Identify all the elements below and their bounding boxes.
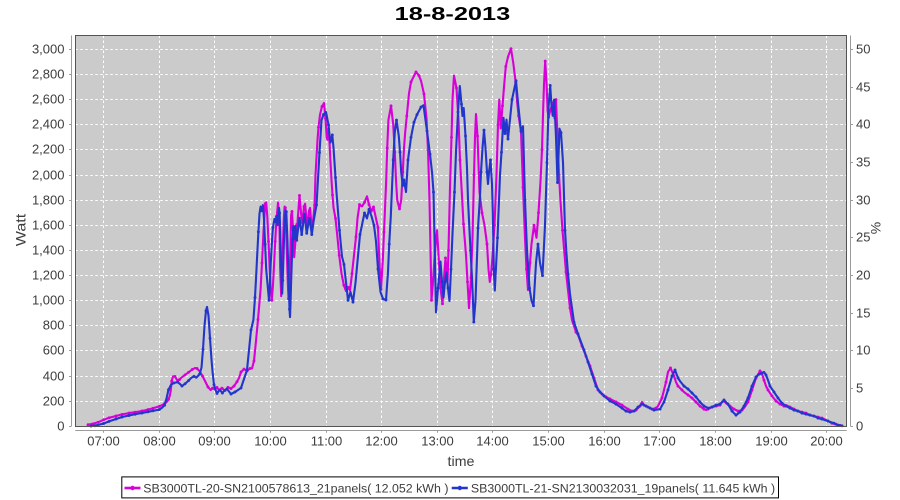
svg-text:2,600: 2,600 <box>32 92 65 107</box>
svg-text:1,800: 1,800 <box>32 193 65 208</box>
svg-text:0: 0 <box>856 419 863 434</box>
svg-text:1,000: 1,000 <box>32 293 65 308</box>
svg-text:07:00: 07:00 <box>87 434 120 449</box>
svg-text:14:00: 14:00 <box>476 434 509 449</box>
svg-text:400: 400 <box>43 369 65 384</box>
svg-text:45: 45 <box>856 80 870 95</box>
svg-text:200: 200 <box>43 394 65 409</box>
svg-text:17:00: 17:00 <box>643 434 676 449</box>
svg-text:19:00: 19:00 <box>755 434 788 449</box>
svg-text:SB3000TL-21-SN2130032031_19pan: SB3000TL-21-SN2130032031_19panels( 11.64… <box>471 481 775 495</box>
svg-text:0: 0 <box>57 419 64 434</box>
svg-text:12:00: 12:00 <box>365 434 398 449</box>
svg-text:2,200: 2,200 <box>32 142 65 157</box>
svg-text:time: time <box>448 453 475 469</box>
svg-text:%: % <box>868 222 884 234</box>
svg-text:08:00: 08:00 <box>143 434 176 449</box>
svg-text:SB3000TL-20-SN2100578613_21pan: SB3000TL-20-SN2100578613_21panels( 12.05… <box>143 481 448 495</box>
svg-text:30: 30 <box>856 193 870 208</box>
svg-text:16:00: 16:00 <box>588 434 621 449</box>
svg-text:15:00: 15:00 <box>532 434 565 449</box>
svg-text:3,000: 3,000 <box>32 42 65 57</box>
svg-text:1,600: 1,600 <box>32 218 65 233</box>
svg-text:2,800: 2,800 <box>32 67 65 82</box>
svg-text:2,000: 2,000 <box>32 168 65 183</box>
svg-text:35: 35 <box>856 155 870 170</box>
svg-text:18:00: 18:00 <box>699 434 732 449</box>
svg-text:50: 50 <box>856 42 870 57</box>
svg-text:13:00: 13:00 <box>421 434 454 449</box>
svg-text:1,200: 1,200 <box>32 268 65 283</box>
svg-text:1,400: 1,400 <box>32 243 65 258</box>
svg-text:20: 20 <box>856 268 870 283</box>
svg-text:600: 600 <box>43 343 65 358</box>
svg-text:40: 40 <box>856 117 870 132</box>
svg-text:Watt: Watt <box>13 214 29 247</box>
svg-text:09:00: 09:00 <box>198 434 231 449</box>
svg-text:11:00: 11:00 <box>311 434 343 449</box>
svg-text:20:00: 20:00 <box>810 434 843 449</box>
svg-text:10:00: 10:00 <box>254 434 287 449</box>
svg-text:18-8-2013: 18-8-2013 <box>395 3 511 24</box>
svg-text:10: 10 <box>856 343 870 358</box>
svg-text:15: 15 <box>856 306 870 321</box>
svg-text:5: 5 <box>856 381 863 396</box>
svg-text:2,400: 2,400 <box>32 117 65 132</box>
svg-text:800: 800 <box>43 318 65 333</box>
svg-text:25: 25 <box>856 230 870 245</box>
